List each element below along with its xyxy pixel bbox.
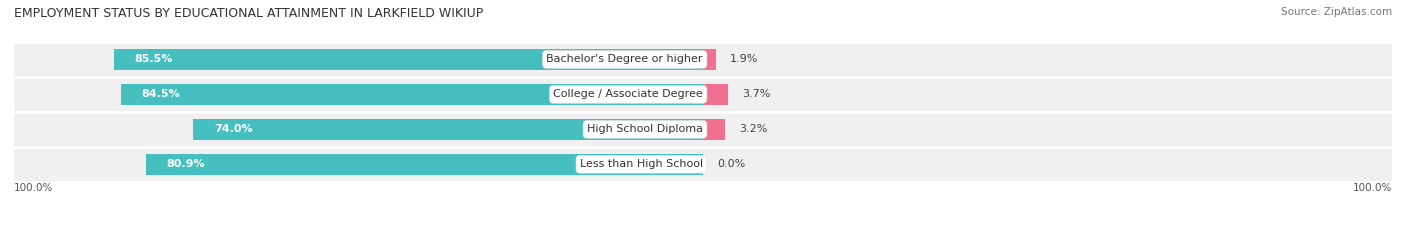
Bar [14,42,1392,77]
Text: 100.0%: 100.0% [1353,184,1392,193]
Text: 84.5%: 84.5% [142,89,180,99]
Text: 1.9%: 1.9% [730,55,758,64]
Text: High School Diploma: High School Diploma [586,124,703,134]
Text: 0.0%: 0.0% [717,159,745,169]
Text: 74.0%: 74.0% [214,124,253,134]
Text: EMPLOYMENT STATUS BY EDUCATIONAL ATTAINMENT IN LARKFIELD WIKIUP: EMPLOYMENT STATUS BY EDUCATIONAL ATTAINM… [14,7,484,20]
Text: 100.0%: 100.0% [14,184,53,193]
Text: Bachelor's Degree or higher: Bachelor's Degree or higher [547,55,703,64]
Text: 3.7%: 3.7% [742,89,770,99]
Bar [146,154,703,175]
Bar [14,147,1392,182]
Text: 80.9%: 80.9% [166,159,205,169]
Text: 3.2%: 3.2% [738,124,768,134]
Bar [703,49,716,70]
Bar [121,84,703,105]
Bar [193,119,703,140]
Bar [703,84,728,105]
Bar [114,49,703,70]
Bar [14,112,1392,147]
Bar [703,119,725,140]
Text: College / Associate Degree: College / Associate Degree [553,89,703,99]
Text: 85.5%: 85.5% [135,55,173,64]
Bar [14,77,1392,112]
Text: Source: ZipAtlas.com: Source: ZipAtlas.com [1281,7,1392,17]
Text: Less than High School: Less than High School [579,159,703,169]
